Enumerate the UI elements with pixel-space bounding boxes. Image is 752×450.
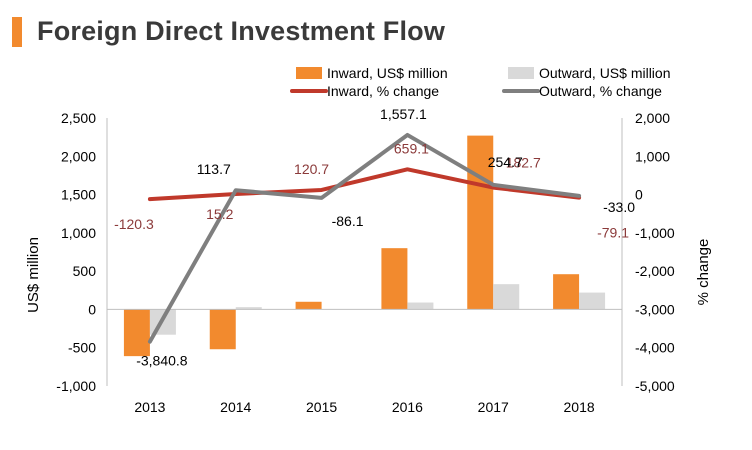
y2-axis-title: % change <box>695 239 712 306</box>
y-tick-label: 1,000 <box>61 225 96 241</box>
y2-tick-label: -2,000 <box>635 263 675 279</box>
outward-change-label: -86.1 <box>332 213 364 229</box>
y2-tick-label: -3,000 <box>635 301 675 317</box>
inward-bar <box>295 301 322 310</box>
legend-outward-line-label: Outward, % change <box>539 83 662 99</box>
outward-change-label: -3,840.8 <box>136 353 188 369</box>
inward-bar <box>553 274 580 310</box>
x-tick-label: 2013 <box>134 399 165 415</box>
inward-bar <box>209 309 236 350</box>
inward-change-label: -120.3 <box>114 216 154 232</box>
y2-tick-label: 1,000 <box>635 148 670 164</box>
y2-tick-label: -1,000 <box>635 225 675 241</box>
outward-bar <box>407 302 434 310</box>
inward-change-line <box>147 167 582 202</box>
legend-inward-bar-label: Inward, US$ million <box>327 65 448 81</box>
legend-inward-bar-swatch <box>296 67 322 79</box>
x-tick-label: 2018 <box>564 399 595 415</box>
y-tick-label: 1,500 <box>61 187 96 203</box>
inward-bar <box>123 309 150 357</box>
y-tick-label: 2,500 <box>61 110 96 126</box>
inward-change-label: 15.2 <box>206 206 233 222</box>
x-tick-label: 2017 <box>478 399 509 415</box>
x-tick-label: 2015 <box>306 399 337 415</box>
x-tick-label: 2014 <box>220 399 251 415</box>
inward-change-label: 120.7 <box>294 161 329 177</box>
y-tick-label: -1,000 <box>56 378 96 394</box>
y-tick-label: -500 <box>68 340 96 356</box>
inward-change-label: 659.1 <box>394 140 429 156</box>
outward-change-label: 1,557.1 <box>380 106 427 122</box>
y2-tick-label: -4,000 <box>635 340 675 356</box>
y-tick-label: 500 <box>73 263 97 279</box>
page-title: Foreign Direct Investment Flow <box>37 16 446 46</box>
outward-change-label: -33.0 <box>603 199 635 215</box>
y-tick-label: 0 <box>88 301 96 317</box>
chart-legend: Inward, US$ million Outward, US$ million I… <box>290 65 671 99</box>
bar-series <box>123 135 606 357</box>
title-accent-bar <box>12 17 22 47</box>
inward-change-label: -79.1 <box>597 225 629 241</box>
inward-change-label: 182.7 <box>506 155 541 171</box>
line-series <box>147 132 582 344</box>
y-tick-label: 2,000 <box>61 148 96 164</box>
y2-tick-label: -5,000 <box>635 378 675 394</box>
outward-change-label: 113.7 <box>197 161 231 177</box>
inward-bar <box>467 135 494 310</box>
legend-inward-line-label: Inward, % change <box>327 83 439 99</box>
outward-bar <box>493 284 520 310</box>
outward-change-label: 254.7 <box>488 154 523 170</box>
data-labels: -120.3 15.2 120.7 659.1 182.7 -79.1 -3,840.8 11… <box>114 106 635 369</box>
chart-axes: 2,500 2,000 1,500 1,000 500 0 -500 -1,000 2,000 1… <box>56 110 675 415</box>
x-tick-label: 2016 <box>392 399 423 415</box>
y2-tick-label: 2,000 <box>635 110 670 126</box>
legend-outward-bar-label: Outward, US$ million <box>539 65 671 81</box>
outward-bar <box>235 307 262 310</box>
y2-tick-label: 0 <box>635 187 643 203</box>
inward-bar <box>381 248 408 310</box>
outward-bar <box>579 292 606 310</box>
legend-outward-bar-swatch <box>508 67 534 79</box>
y-axis-title: US$ million <box>25 237 42 313</box>
outward-change-line <box>147 132 582 344</box>
